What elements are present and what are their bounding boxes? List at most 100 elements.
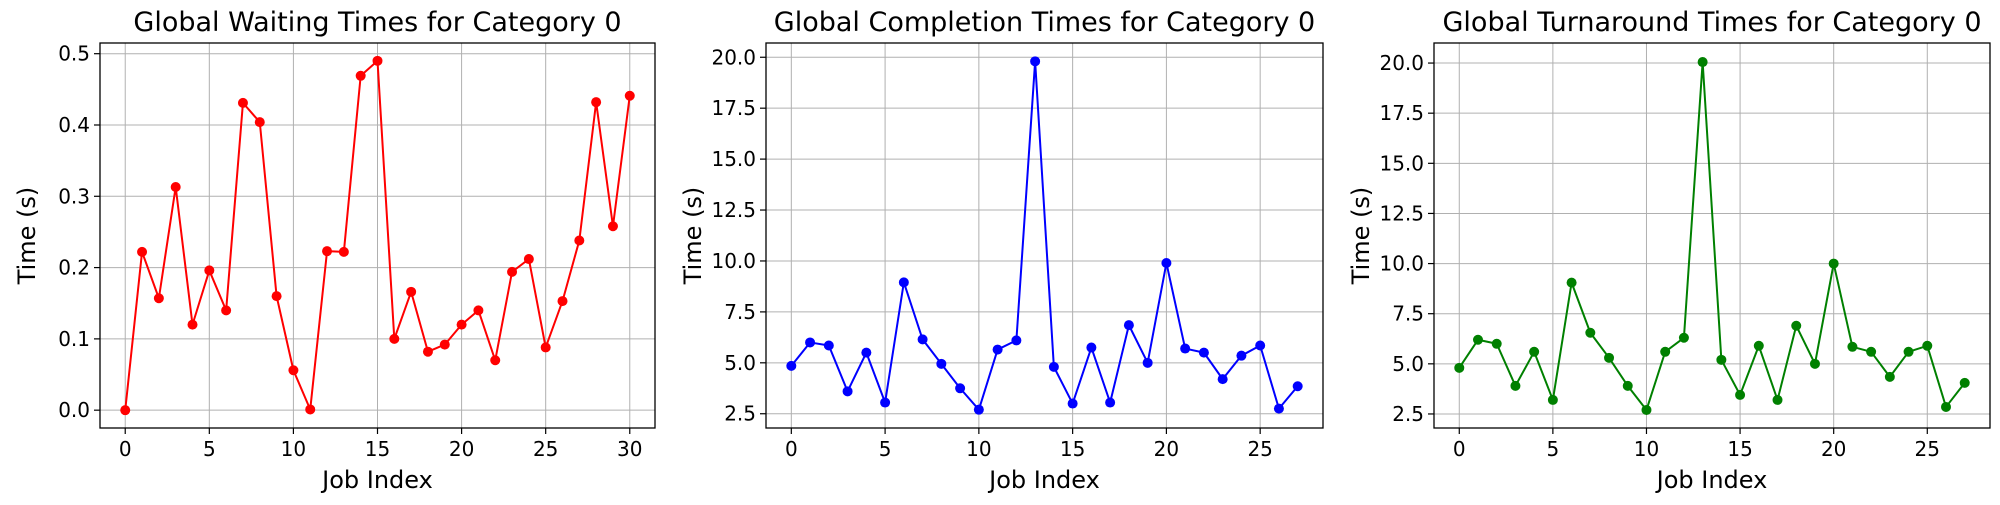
y-tick-label: 0.4 [58, 113, 90, 137]
y-tick-label: 5.0 [724, 351, 756, 375]
x-tick-label: 30 [617, 437, 642, 461]
data-point [1735, 389, 1746, 400]
data-point [1866, 346, 1877, 357]
data-point [861, 347, 872, 358]
data-point [1772, 394, 1783, 405]
x-tick-label: 20 [1154, 437, 1179, 461]
data-point [805, 337, 816, 348]
x-tick-label: 0 [785, 437, 798, 461]
data-point [1142, 357, 1153, 368]
chart-title: Global Completion Times for Category 0 [774, 7, 1315, 38]
data-point [1678, 332, 1689, 343]
data-point [992, 344, 1003, 355]
data-point [557, 296, 568, 307]
y-axis-label: Time (s) [1347, 187, 1375, 286]
data-point [254, 117, 265, 128]
data-point [936, 358, 947, 369]
data-point [137, 246, 148, 257]
data-point [153, 293, 164, 304]
x-tick-label: 5 [203, 437, 216, 461]
data-point [973, 404, 984, 415]
data-point [1472, 334, 1483, 345]
data-point [490, 355, 501, 366]
data-point [607, 221, 618, 232]
data-point [288, 365, 299, 376]
data-point [1048, 361, 1059, 372]
data-point [1454, 362, 1465, 373]
data-point [187, 319, 198, 330]
data-point [439, 339, 450, 350]
x-tick-label: 15 [1727, 437, 1752, 461]
x-tick-label: 15 [365, 437, 390, 461]
y-axis-label: Time (s) [679, 187, 707, 286]
data-point [1941, 401, 1952, 412]
x-tick-label: 25 [533, 437, 558, 461]
series-line [1458, 61, 1966, 411]
y-tick-label: 10.0 [711, 249, 756, 273]
data-point [389, 333, 400, 344]
data-point [1660, 346, 1671, 357]
data-point [406, 286, 417, 297]
axes-frame [1433, 42, 1991, 429]
data-point [1884, 371, 1895, 382]
y-tick-label: 5.0 [1392, 352, 1424, 376]
data-point [372, 55, 383, 66]
x-tick-label: 10 [966, 437, 991, 461]
chart-completion: 0 5 10 15 20 25 2.5 5.0 7.5 10.0 12.5 15.0 17.5 20.0 G… [679, 7, 1324, 494]
data-point [898, 277, 909, 288]
data-point [1566, 277, 1577, 288]
data-point [1236, 350, 1247, 361]
x-tick-label: 0 [119, 437, 132, 461]
y-tick-label: 10.0 [1379, 252, 1424, 276]
data-point [1217, 374, 1228, 385]
data-point [1697, 57, 1708, 68]
data-point [1510, 380, 1521, 391]
data-point [322, 246, 333, 257]
data-point [1585, 327, 1596, 338]
data-point [271, 291, 282, 302]
data-point [1067, 398, 1078, 409]
data-point [523, 254, 534, 265]
y-tick-label: 20.0 [1379, 51, 1424, 75]
data-point [1922, 340, 1933, 351]
y-tick-label: 7.5 [1392, 302, 1424, 326]
data-point [1529, 346, 1540, 357]
data-point [422, 346, 433, 357]
x-tick-label: 0 [1453, 437, 1466, 461]
data-point [1716, 354, 1727, 365]
y-tick-label: 15.0 [1379, 151, 1424, 175]
chart-title: Global Waiting Times for Category 0 [133, 7, 621, 38]
data-point [204, 265, 215, 276]
y-tick-label: 2.5 [1392, 402, 1424, 426]
chart-waiting: 0 5 10 15 20 25 30 0.0 0.1 0.2 0.3 0.4 0.5 Global Wai… [13, 7, 656, 494]
data-point [917, 334, 928, 345]
y-axis-label: Time (s) [13, 187, 41, 286]
data-point [955, 383, 966, 394]
data-point [170, 182, 181, 193]
y-tick-label: 0.2 [58, 256, 90, 280]
axes-frame [765, 42, 1324, 429]
data-point [1791, 320, 1802, 331]
data-point [1491, 338, 1502, 349]
data-point [1903, 346, 1914, 357]
x-tick-label: 20 [1821, 437, 1846, 461]
y-tick-label: 15.0 [711, 147, 756, 171]
y-tick-label: 20.0 [711, 45, 756, 69]
data-point [1011, 335, 1022, 346]
data-point [1959, 377, 1970, 388]
data-point [1180, 343, 1191, 354]
data-point [1641, 404, 1652, 415]
x-axis-label: Job Index [320, 466, 433, 494]
y-tick-label: 12.5 [1379, 201, 1424, 225]
data-point [1123, 320, 1134, 331]
axes-frame [99, 42, 656, 429]
data-point [1622, 380, 1633, 391]
data-point [338, 246, 349, 257]
data-point [624, 90, 635, 101]
chart-title: Global Turnaround Times for Category 0 [1443, 7, 1982, 38]
data-point [591, 97, 602, 108]
data-point [355, 70, 366, 81]
data-point [1847, 341, 1858, 352]
